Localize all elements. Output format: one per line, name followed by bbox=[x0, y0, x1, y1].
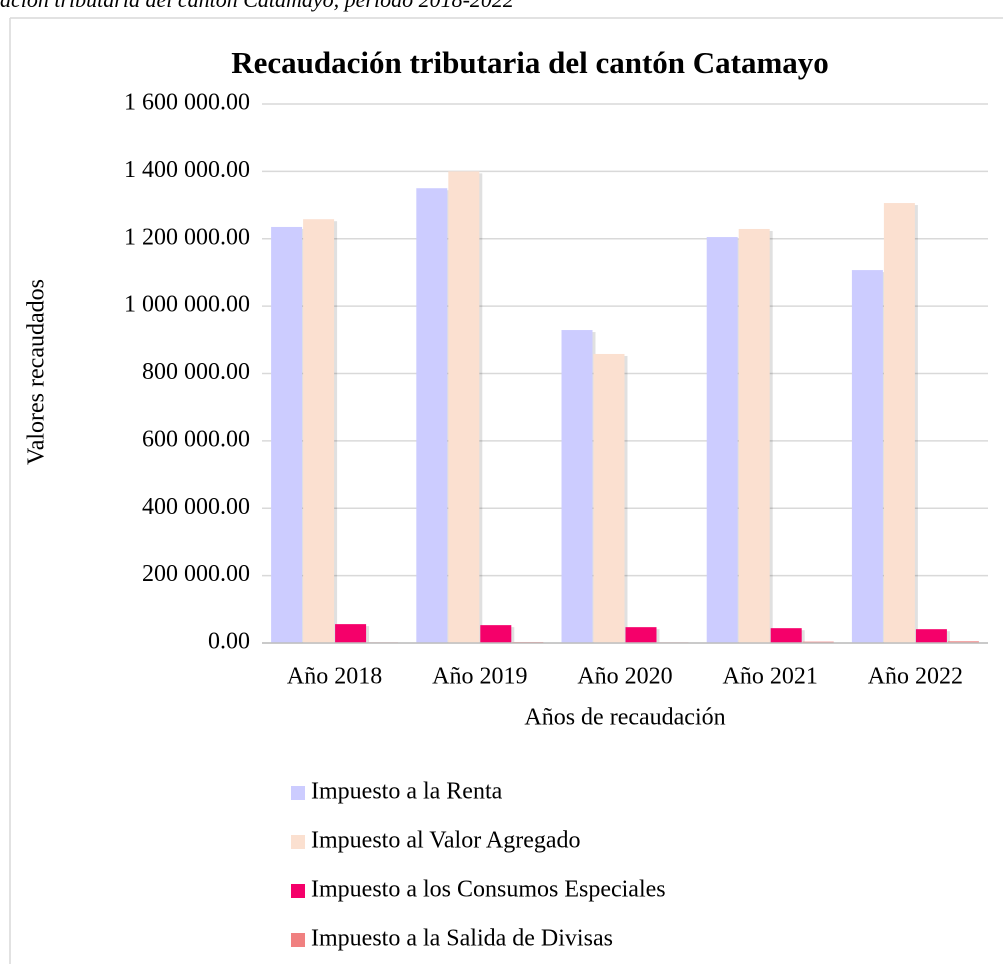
bar bbox=[851, 270, 883, 643]
legend-swatch bbox=[291, 884, 305, 898]
x-tick-label: Año 2022 bbox=[868, 664, 963, 690]
legend-label: Impuesto a los Consumos Especiales bbox=[311, 877, 666, 903]
bar bbox=[706, 237, 738, 644]
y-tick-label: 1 400 000.00 bbox=[124, 157, 250, 183]
bar bbox=[915, 629, 947, 643]
bar bbox=[480, 625, 512, 643]
bar bbox=[271, 226, 303, 643]
y-tick-label: 600 000.00 bbox=[142, 426, 250, 452]
legend-swatch bbox=[291, 835, 305, 849]
x-tick-label: Año 2019 bbox=[432, 664, 527, 690]
y-tick-label: 1 200 000.00 bbox=[124, 224, 250, 250]
caption: ación tributaria del cantón Catamayo, pe… bbox=[0, 0, 514, 12]
bar bbox=[303, 219, 335, 643]
legend-swatch bbox=[291, 786, 305, 800]
y-tick-label: 1 600 000.00 bbox=[124, 90, 250, 116]
bar bbox=[770, 628, 802, 643]
bar bbox=[448, 171, 480, 643]
legend-label: Impuesto al Valor Agregado bbox=[311, 828, 581, 854]
y-tick-label: 1 000 000.00 bbox=[124, 292, 250, 318]
bar bbox=[625, 627, 657, 643]
y-tick-label: 800 000.00 bbox=[142, 359, 250, 385]
x-tick-label: Año 2021 bbox=[723, 664, 818, 690]
x-tick-label: Año 2020 bbox=[577, 664, 672, 690]
bar bbox=[947, 641, 979, 643]
legend-label: Impuesto a la Salida de Divisas bbox=[311, 926, 613, 952]
y-axis-title: Valores recaudados bbox=[24, 279, 50, 465]
y-tick-label: 400 000.00 bbox=[142, 494, 250, 520]
bar bbox=[593, 353, 625, 643]
legend-label: Impuesto a la Renta bbox=[311, 779, 503, 805]
y-tick-label: 200 000.00 bbox=[142, 561, 250, 587]
legend-swatch bbox=[291, 933, 305, 947]
bar bbox=[416, 188, 448, 643]
x-axis-title: Años de recaudación bbox=[524, 705, 725, 731]
bar bbox=[883, 203, 915, 643]
bar bbox=[335, 624, 367, 643]
x-tick-label: Año 2018 bbox=[287, 664, 382, 690]
bar bbox=[738, 228, 770, 643]
chart-title: Recaudación tributaria del cantón Catama… bbox=[231, 45, 829, 80]
y-tick-label: 0.00 bbox=[208, 629, 250, 655]
bar bbox=[561, 330, 593, 643]
